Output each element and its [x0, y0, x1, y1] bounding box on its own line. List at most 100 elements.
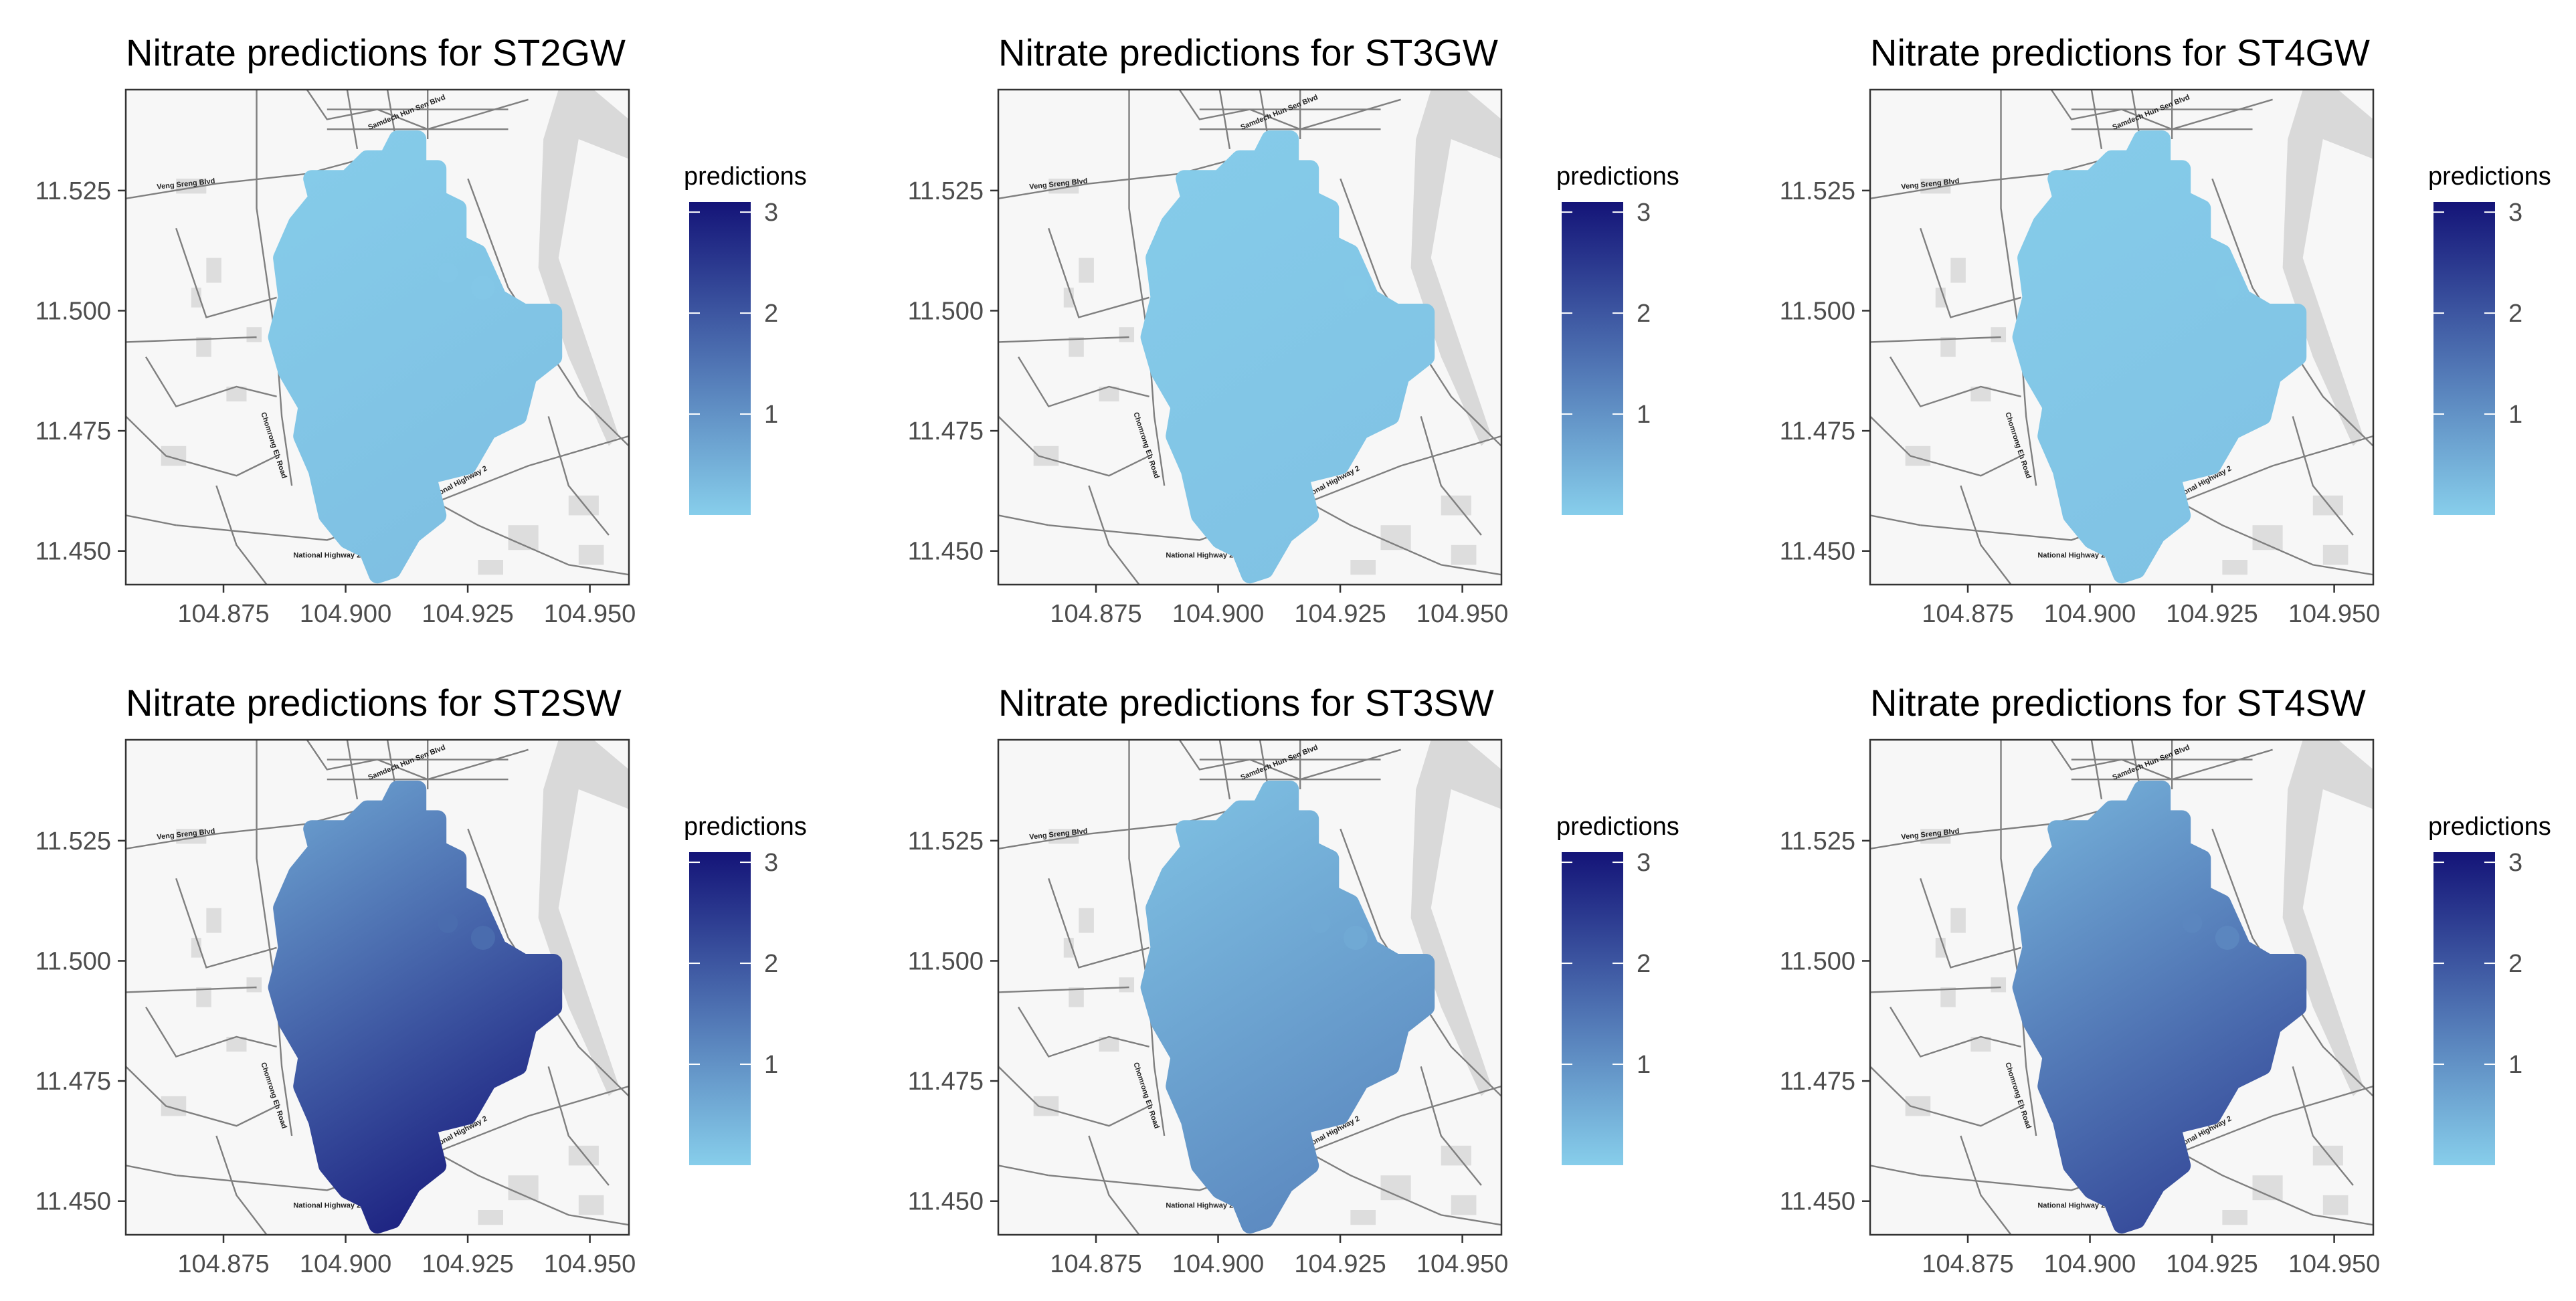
- basemap-road: [306, 740, 529, 781]
- chart-title: Nitrate predictions for ST2GW: [126, 31, 626, 74]
- x-tick-label: 104.925: [422, 600, 513, 628]
- basemap-block: [508, 1175, 539, 1201]
- y-tick-label: 11.525: [35, 827, 111, 856]
- y-tick-label: 11.475: [1780, 417, 1855, 445]
- prediction-region: [1140, 781, 1435, 1234]
- y-tick-label: 11.500: [1780, 947, 1855, 975]
- legend-tick-label: 1: [764, 401, 778, 429]
- x-tick-label: 104.950: [544, 600, 636, 628]
- basemap-road: [126, 1066, 278, 1127]
- basemap-road: [1088, 1135, 1140, 1235]
- legend-tick-label: 1: [2508, 401, 2522, 429]
- prediction-blob: [438, 262, 458, 283]
- basemap-road: [998, 514, 1049, 526]
- road-label: National Highway 2: [2037, 1201, 2105, 1209]
- basemap-block: [1033, 1096, 1059, 1116]
- y-tick-label: 11.525: [908, 177, 984, 205]
- legend-tick-label: 1: [2508, 1051, 2522, 1079]
- prediction-blob: [1310, 912, 1331, 933]
- highway-band: [1410, 90, 1501, 446]
- basemap-road: [1218, 90, 1231, 150]
- basemap-block: [1350, 1210, 1376, 1225]
- x-tick-label: 104.925: [1294, 600, 1386, 628]
- x-tick-label: 104.900: [2044, 1250, 2136, 1278]
- y-tick-label: 11.525: [1780, 177, 1855, 205]
- basemap-block: [1033, 445, 1059, 466]
- basemap-road: [998, 1066, 1150, 1127]
- y-tick-label: 11.450: [1780, 538, 1855, 566]
- basemap-block: [1991, 327, 2007, 342]
- basemap-road: [145, 356, 277, 408]
- chart-title: Nitrate predictions for ST3SW: [998, 682, 1494, 724]
- legend-title: predictions: [2428, 813, 2551, 841]
- basemap-road: [1048, 878, 1149, 969]
- x-tick-label: 104.950: [2288, 600, 2380, 628]
- basemap-road: [1420, 416, 1482, 536]
- basemap-block: [1451, 544, 1477, 565]
- basemap-block: [1940, 987, 1956, 1007]
- x-tick-label: 104.950: [1416, 600, 1508, 628]
- prediction-blob: [1310, 262, 1331, 283]
- basemap-road: [1870, 1165, 1921, 1177]
- x-tick-label: 104.875: [1922, 1250, 2013, 1278]
- legend-colorbar: [1562, 202, 1623, 515]
- basemap-block: [1099, 1037, 1119, 1052]
- prediction-blob: [2182, 912, 2203, 933]
- legend-tick-label: 2: [764, 950, 778, 978]
- y-tick-label: 11.450: [35, 538, 111, 566]
- basemap-block: [1048, 179, 1079, 194]
- y-tick-label: 11.500: [1780, 297, 1855, 325]
- legend-tick-label: 2: [1637, 300, 1651, 328]
- basemap-road: [175, 227, 277, 318]
- chart-panel-5: Nitrate predictions for ST3SW National Hi…: [908, 682, 1679, 1278]
- legend-colorbar: [689, 202, 751, 515]
- x-tick-label: 104.875: [177, 600, 269, 628]
- prediction-blob: [1343, 275, 1368, 300]
- x-tick-label: 104.875: [177, 1250, 269, 1278]
- basemap-road: [1870, 514, 1921, 526]
- basemap-road: [1420, 1066, 1482, 1186]
- basemap-block: [2322, 1195, 2349, 1215]
- basemap-road: [2292, 1066, 2354, 1186]
- basemap-block: [1905, 1096, 1931, 1116]
- panel-border: [1869, 738, 2375, 1236]
- y-tick-label: 11.450: [908, 538, 984, 566]
- legend-tick-label: 1: [1637, 401, 1651, 429]
- basemap-road: [1048, 227, 1149, 318]
- basemap-block: [1350, 560, 1376, 575]
- basemap-road: [1178, 740, 1401, 781]
- basemap-road: [547, 416, 610, 536]
- panel-border: [997, 88, 1503, 586]
- prediction-blob: [438, 912, 458, 933]
- basemap-road: [998, 415, 1150, 477]
- basemap-road: [998, 336, 1129, 343]
- basemap-road: [2050, 90, 2273, 130]
- x-tick-label: 104.900: [1172, 600, 1264, 628]
- basemap-block: [161, 445, 187, 466]
- legend-tick-label: 3: [2508, 199, 2522, 227]
- basemap-road: [126, 986, 257, 993]
- prediction-blob: [1343, 925, 1368, 950]
- legend-colorbar: [2433, 852, 2495, 1165]
- basemap-road: [126, 1165, 177, 1177]
- basemap-block: [1991, 977, 2007, 993]
- basemap-road: [1920, 227, 2021, 318]
- highway-band: [1410, 740, 1501, 1096]
- legend-title: predictions: [2428, 163, 2551, 191]
- x-tick-label: 104.925: [2166, 600, 2258, 628]
- basemap-road: [998, 1165, 1049, 1177]
- y-tick-label: 11.500: [908, 947, 984, 975]
- basemap-block: [1970, 387, 1991, 402]
- basemap-block: [1451, 1195, 1477, 1215]
- prediction-region: [1140, 130, 1435, 584]
- basemap-block: [1950, 258, 1966, 283]
- basemap-block: [1079, 908, 1094, 933]
- basemap-road: [1218, 740, 1231, 800]
- basemap-road: [1890, 356, 2021, 408]
- basemap-road: [1870, 415, 2022, 477]
- x-tick-label: 104.925: [1294, 1250, 1386, 1278]
- chart-title: Nitrate predictions for ST4GW: [1870, 31, 2370, 74]
- chart-panel-2: Nitrate predictions for ST3GW National Hi…: [908, 31, 1679, 628]
